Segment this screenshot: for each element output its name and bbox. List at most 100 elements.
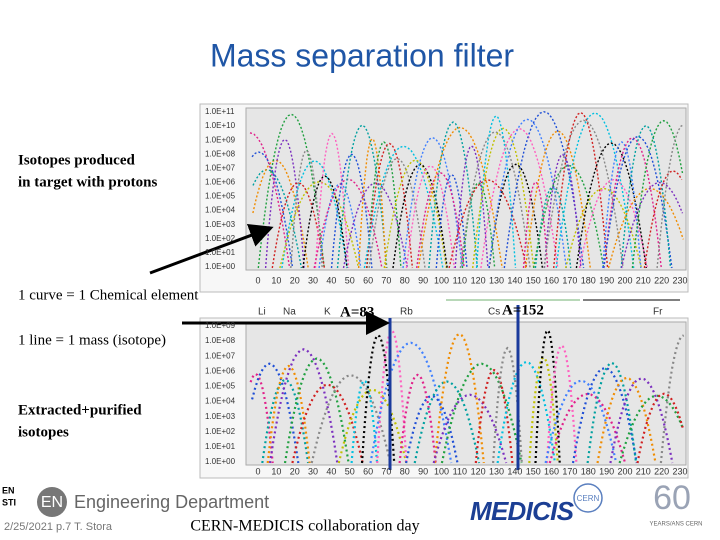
x-tick-label: 210: [636, 275, 651, 285]
element-label: Na: [283, 307, 296, 318]
curve: [492, 346, 523, 464]
curve: [290, 149, 323, 269]
x-tick-label: 200: [617, 466, 632, 476]
curve: [417, 126, 503, 269]
curve: [310, 374, 392, 464]
medicis-logo: MEDICIS: [470, 496, 575, 526]
date: 2/25/2021 p.7 T. Stora: [4, 521, 113, 533]
x-tick-label: 170: [562, 275, 577, 285]
element-label: Cs: [488, 307, 500, 318]
y-tick-label: 1.0E+02: [205, 427, 236, 436]
curve: [620, 181, 684, 269]
x-tick-label: 170: [562, 466, 577, 476]
mass-label: A=152: [502, 302, 544, 318]
x-tick-label: 130: [489, 466, 504, 476]
curve: [369, 341, 453, 464]
bottom-curves: [249, 328, 685, 464]
unit-logo-circle: [37, 487, 67, 517]
y-tick-label: 1.0E+00: [205, 457, 236, 466]
curve: [532, 164, 605, 269]
top-curves: [249, 110, 684, 269]
y-tick-label: 1.0E+05: [205, 192, 236, 201]
x-tick-label: 10: [271, 466, 281, 476]
curve: [398, 373, 437, 464]
x-tick-label: 180: [581, 275, 596, 285]
x-tick-label: 150: [526, 275, 541, 285]
unit-small: STI: [2, 497, 16, 507]
x-tick-label: 90: [418, 275, 428, 285]
curve: [488, 118, 568, 269]
x-tick-label: 100: [434, 275, 449, 285]
y-tick-label: 1.0E+04: [205, 206, 236, 215]
curve: [618, 394, 685, 464]
x-tick-label: 30: [308, 466, 318, 476]
bottom-plot-area: [245, 321, 687, 466]
anniversary-caption: YEARS/ANS CERN: [649, 522, 702, 528]
x-tick-label: 110: [453, 466, 467, 476]
curve: [459, 131, 531, 269]
y-tick-label: 1.0E+04: [205, 397, 236, 406]
unit-small: EN: [2, 485, 15, 495]
x-tick-label: 230: [672, 466, 687, 476]
x-tick-label: 220: [654, 275, 669, 285]
x-tick-label: 90: [418, 466, 428, 476]
curve: [474, 368, 514, 464]
curve: [602, 141, 642, 269]
curve: [524, 130, 591, 269]
x-tick-label: 190: [599, 275, 614, 285]
curve: [643, 170, 683, 269]
x-tick-label: 20: [290, 275, 300, 285]
curve: [454, 145, 489, 269]
x-tick-label: 30: [308, 275, 318, 285]
y-tick-label: 1.0E+05: [205, 382, 236, 391]
x-tick-label: 80: [400, 466, 410, 476]
event: CERN-MEDICIS collaboration day: [190, 518, 419, 535]
curve: [553, 111, 609, 269]
curve: [266, 364, 311, 464]
annotation: 1 line = 1 mass (isotope): [18, 332, 166, 348]
curve: [475, 115, 517, 269]
y-tick-label: 1.0E+09: [205, 135, 236, 144]
curve: [603, 137, 662, 269]
curve: [302, 175, 348, 269]
x-tick-label: 40: [326, 275, 336, 285]
x-tick-label: 110: [453, 275, 467, 285]
curve: [472, 127, 535, 269]
curve: [596, 376, 657, 464]
curve: [257, 113, 325, 269]
x-tick-label: 120: [471, 275, 486, 285]
y-tick-label: 1.0E+06: [205, 178, 236, 187]
curve: [342, 182, 409, 269]
curve: [656, 124, 684, 269]
curve: [402, 136, 463, 269]
x-tick-label: 70: [381, 275, 391, 285]
curve: [251, 151, 294, 269]
x-tick-label: 200: [617, 275, 632, 285]
annotation: Isotopes produced: [18, 152, 135, 168]
curve: [350, 379, 379, 464]
anniversary-logo: 60: [653, 479, 691, 517]
x-tick-label: 80: [400, 275, 410, 285]
x-tick-label: 140: [507, 275, 522, 285]
curve: [575, 142, 647, 269]
curve: [330, 153, 373, 269]
y-tick-label: 1.0E+00: [205, 262, 236, 271]
curve: [416, 172, 465, 269]
x-tick-label: 140: [507, 466, 522, 476]
y-tick-label: 1.0E+08: [205, 336, 236, 345]
x-tick-label: 50: [345, 275, 355, 285]
x-tick-label: 0: [255, 466, 260, 476]
curve: [249, 132, 291, 269]
curve: [337, 388, 408, 464]
annotation: Extracted+purified: [18, 402, 142, 418]
curve: [503, 110, 585, 269]
y-tick-label: 1.0E+03: [205, 220, 236, 229]
annotation: isotopes: [18, 424, 69, 440]
annotation: in target with protons: [18, 174, 157, 190]
x-tick-label: 220: [654, 466, 669, 476]
x-tick-label: 70: [381, 466, 391, 476]
x-tick-label: 40: [326, 466, 336, 476]
curve: [281, 160, 348, 269]
x-tick-label: 210: [636, 466, 651, 476]
